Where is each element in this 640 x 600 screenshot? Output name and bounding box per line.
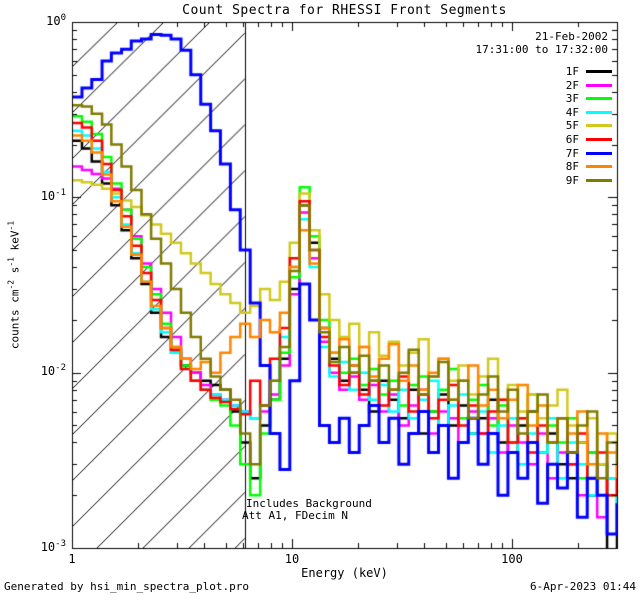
- legend-item-5F: 5F: [566, 119, 612, 132]
- legend-item-9F: 9F: [566, 174, 612, 187]
- y-tick-label: 10-1: [40, 188, 66, 203]
- legend-label: 4F: [565, 105, 579, 119]
- y-tick-label: 10-2: [40, 363, 66, 378]
- legend-color-swatch: [586, 178, 612, 182]
- footer-script-name: Generated by hsi_min_spectra_plot.pro: [4, 580, 250, 593]
- legend-color-swatch: [586, 124, 612, 128]
- legend-color-swatch: [586, 110, 612, 114]
- footer-timestamp: 6-Apr-2023 01:44: [530, 580, 636, 593]
- x-axis-title: Energy (keV): [301, 566, 388, 580]
- legend-item-2F: 2F: [566, 79, 612, 92]
- legend-item-8F: 8F: [566, 160, 612, 173]
- annotation-attenuator-state: Att A1, FDecim N: [242, 509, 348, 522]
- legend-label: 8F: [565, 160, 579, 174]
- x-tick-label: 100: [501, 552, 523, 566]
- legend-color-swatch: [586, 70, 612, 73]
- legend-item-1F: 1F: [566, 65, 612, 78]
- y-tick-label: 100: [46, 13, 66, 28]
- legend-label: 3F: [565, 92, 579, 106]
- legend-item-7F: 7F: [566, 147, 612, 160]
- legend-label: 9F: [565, 173, 579, 187]
- legend-color-swatch: [586, 151, 612, 155]
- observation-date: 21-Feb-2002: [535, 30, 608, 43]
- observation-time-block: 21-Feb-2002 17:31:00 to 17:32:00: [476, 30, 608, 56]
- y-axis-title: counts cm-2 s-1 keV-1: [6, 220, 22, 350]
- x-tick-label: 1: [68, 552, 76, 566]
- legend-label: 7F: [565, 146, 579, 160]
- legend-color-swatch: [586, 83, 612, 87]
- observation-time-range: 17:31:00 to 17:32:00: [475, 43, 608, 56]
- x-tick-label: 10: [284, 552, 300, 566]
- legend-label: 2F: [565, 78, 579, 92]
- legend-item-4F: 4F: [566, 106, 612, 119]
- plot-title: Count Spectra for RHESSI Front Segments: [182, 3, 507, 18]
- legend-label: 5F: [565, 119, 579, 133]
- legend-item-6F: 6F: [566, 133, 612, 146]
- legend-item-3F: 3F: [566, 92, 612, 105]
- legend-label: 6F: [565, 133, 579, 146]
- legend-label: 1F: [565, 65, 579, 78]
- legend-color-swatch: [586, 138, 612, 141]
- legend-color-swatch: [586, 97, 612, 101]
- legend-color-swatch: [586, 165, 612, 169]
